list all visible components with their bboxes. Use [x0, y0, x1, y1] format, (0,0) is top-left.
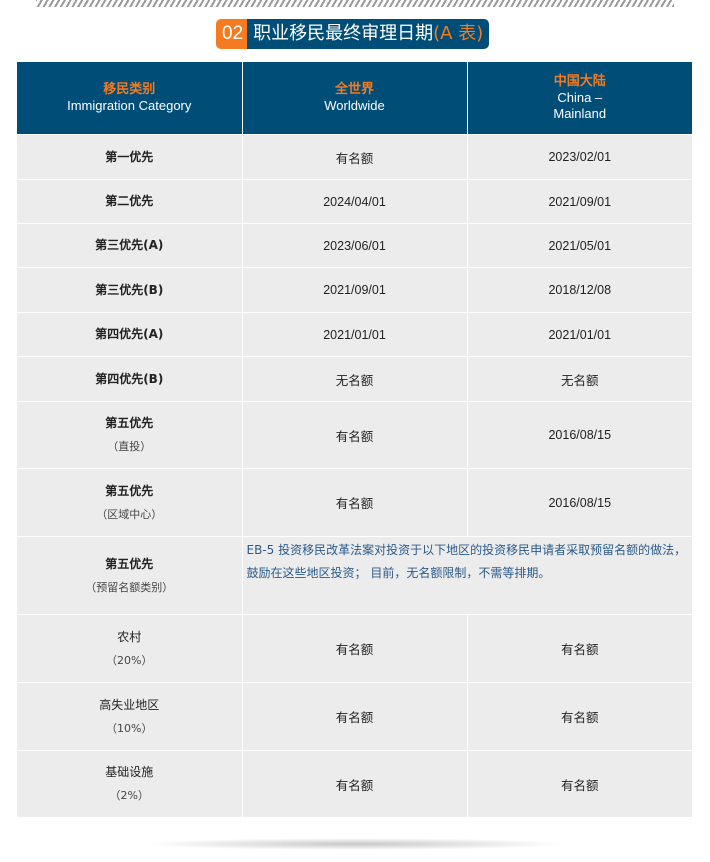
china-cell: 2018/12/08	[467, 267, 692, 313]
category-cell: 第三优先(A)	[17, 223, 243, 268]
china-cell: 2021/05/01	[467, 223, 692, 268]
section-number: 02	[216, 19, 248, 49]
header-category: 移民类别 Immigration Category	[17, 62, 243, 135]
bottom-shadow	[140, 838, 570, 850]
worldwide-cell: 2023/06/01	[242, 223, 468, 268]
category-cell: 第四优先(A)	[17, 312, 243, 357]
category-cell: 基础设施 （2%）	[17, 750, 243, 818]
table-row: 基础设施 （2%） 有名额 有名额	[17, 750, 692, 818]
category-cell: 第二优先	[17, 179, 243, 224]
category-cell: 第五优先 （预留名额类别）	[17, 536, 243, 615]
worldwide-cell: 无名额	[242, 356, 468, 402]
title-suffix: (A 表)	[433, 23, 484, 44]
category-cell: 第三优先(B)	[17, 267, 243, 313]
table-row: 第四优先(A) 2021/01/01 2021/01/01	[17, 312, 692, 357]
category-cell: 第一优先	[17, 134, 243, 180]
worldwide-cell: 有名额	[242, 750, 468, 818]
worldwide-cell: 有名额	[242, 614, 468, 683]
table-header: 移民类别 Immigration Category 全世界 Worldwide 中国…	[17, 62, 692, 135]
china-cell: 2016/08/15	[467, 401, 692, 469]
china-cell: 有名额	[467, 750, 692, 818]
final-action-dates-table: 移民类别 Immigration Category 全世界 Worldwide 中国…	[17, 62, 692, 818]
china-cell: 2016/08/15	[467, 468, 692, 537]
table-row: 第三优先(A) 2023/06/01 2021/05/01	[17, 223, 692, 268]
table-row: 第一优先 有名额 2023/02/01	[17, 134, 692, 180]
worldwide-cell: 有名额	[242, 468, 468, 537]
category-cell: 第四优先(B)	[17, 356, 243, 402]
china-cell: 有名额	[467, 614, 692, 683]
decorative-stripes	[36, 0, 674, 7]
worldwide-cell: 有名额	[242, 682, 468, 751]
table-row: 第五优先 （预留名额类别） EB-5 投资移民改革法案对投资于以下地区的投资移民申请…	[17, 536, 692, 615]
china-cell: 2023/02/01	[467, 134, 692, 180]
category-cell: 农村 （20%）	[17, 614, 243, 683]
section-title: 02 职业移民最终审理日期(A 表)	[216, 19, 490, 49]
category-cell: 高失业地区 （10%）	[17, 682, 243, 751]
worldwide-cell: 有名额	[242, 401, 468, 469]
china-cell: 2021/09/01	[467, 179, 692, 224]
worldwide-cell: 2021/01/01	[242, 312, 468, 357]
table-row: 第二优先 2024/04/01 2021/09/01	[17, 179, 692, 224]
worldwide-cell: 2021/09/01	[242, 267, 468, 313]
header-worldwide: 全世界 Worldwide	[242, 62, 468, 135]
table-row: 第四优先(B) 无名额 无名额	[17, 356, 692, 402]
worldwide-cell: 有名额	[242, 134, 468, 180]
header-china: 中国大陆 China – Mainland	[467, 62, 692, 135]
table-row: 第三优先(B) 2021/09/01 2018/12/08	[17, 267, 692, 313]
table-row: 第五优先 （直投） 有名额 2016/08/15	[17, 401, 692, 469]
worldwide-cell: 2024/04/01	[242, 179, 468, 224]
table-row: 农村 （20%） 有名额 有名额	[17, 614, 692, 683]
china-cell: 无名额	[467, 356, 692, 402]
table-row: 高失业地区 （10%） 有名额 有名额	[17, 682, 692, 751]
category-cell: 第五优先 （区域中心）	[17, 468, 243, 537]
title-text: 职业移民最终审理日期	[253, 23, 434, 44]
category-cell: 第五优先 （直投）	[17, 401, 243, 469]
note-cell: EB-5 投资移民改革法案对投资于以下地区的投资移民申请者采取预留名额的做法，鼓…	[242, 536, 692, 615]
table-row: 第五优先 （区域中心） 有名额 2016/08/15	[17, 468, 692, 537]
china-cell: 有名额	[467, 682, 692, 751]
china-cell: 2021/01/01	[467, 312, 692, 357]
